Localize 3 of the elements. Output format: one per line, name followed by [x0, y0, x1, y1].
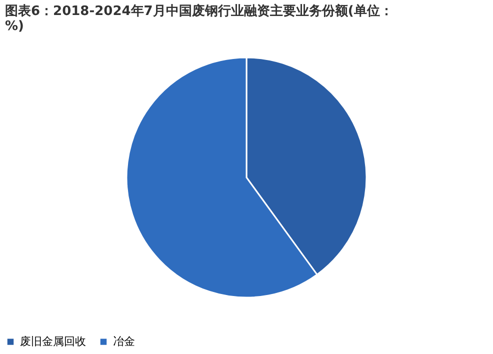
chart-title: 图表6：2018-2024年7月中国废钢行业融资主要业务份额(单位：%)	[5, 3, 393, 34]
legend-label: 冶金	[113, 334, 135, 348]
legend-label: 废旧金属回收	[20, 334, 86, 348]
